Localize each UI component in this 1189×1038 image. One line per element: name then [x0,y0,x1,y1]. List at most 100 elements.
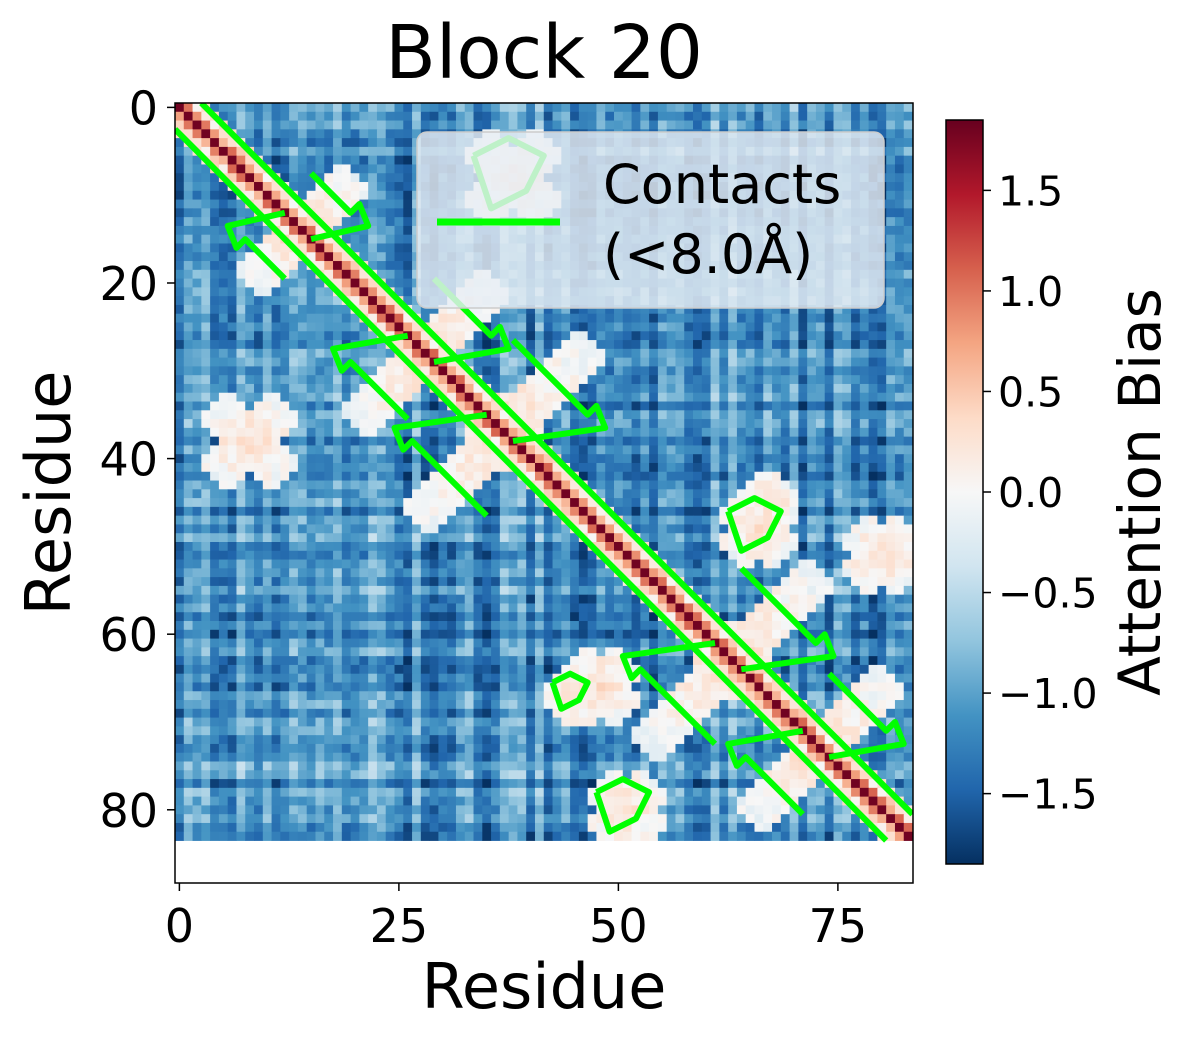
heatmap-cell [473,524,483,534]
heatmap-cell [262,304,272,315]
heatmap-cell [587,577,597,587]
heatmap-cell [482,454,492,464]
heatmap-cell [807,401,817,411]
heatmap-cell [341,146,351,157]
heatmap-cell [710,103,720,113]
heatmap-cell [359,515,369,525]
heatmap-cell [236,585,246,596]
heatmap-cell [201,375,211,385]
heatmap-cell [719,427,729,438]
heatmap-cell [526,585,536,596]
heatmap-cell [420,410,431,420]
heatmap-cell [306,436,316,446]
heatmap-cell [297,621,308,631]
heatmap-cell [254,366,264,376]
heatmap-cell [631,366,641,376]
heatmap-cell [175,199,185,209]
heatmap-cell [289,506,299,517]
heatmap-cell [218,427,229,438]
heatmap-cell [324,269,334,279]
heatmap-cell [271,542,281,552]
heatmap-cell [710,375,720,385]
heatmap-cell [192,164,202,174]
heatmap-cell [183,603,193,613]
heatmap-cell [280,155,290,165]
heatmap-cell [271,392,281,402]
heatmap-cell [851,383,861,394]
heatmap-cell [297,296,308,306]
heatmap-cell [763,111,773,121]
heatmap-cell [666,357,676,367]
heatmap-cell [218,348,229,359]
heatmap-cell [622,436,632,446]
heatmap-cell [280,146,290,157]
heatmap-cell [631,559,641,569]
heatmap-cell [333,243,343,253]
heatmap-cell [859,489,870,499]
heatmap-cell [359,524,369,534]
heatmap-cell [447,559,457,569]
heatmap-cell [578,542,589,552]
heatmap-cell [903,480,913,490]
heatmap-cell [368,287,378,297]
heatmap-cell [280,603,290,613]
heatmap-cell [438,427,448,438]
heatmap-cell [491,375,501,385]
heatmap-cell [534,445,545,455]
heatmap-cell [728,103,738,113]
heatmap-cell [385,348,395,359]
heatmap-cell [640,585,650,596]
heatmap-cell [728,489,738,499]
heatmap-cell [218,164,229,174]
heatmap-cell [517,340,527,350]
heatmap-cell [596,480,606,490]
heatmap-cell [447,568,457,578]
heatmap-cell [578,304,589,315]
heatmap-cell [210,190,220,200]
heatmap-cell [534,550,545,560]
heatmap-cell [903,287,913,297]
heatmap-cell [570,375,580,385]
heatmap-cell [903,419,913,429]
heatmap-cell [175,515,185,525]
heatmap-cell [675,427,685,438]
heatmap-cell [412,542,422,552]
heatmap-cell [271,164,281,174]
heatmap-cell [517,401,527,411]
heatmap-cell [201,524,211,534]
heatmap-cell [701,577,711,587]
heatmap-cell [657,111,668,121]
heatmap-cell [245,322,255,332]
heatmap-cell [271,383,281,394]
heatmap-cell [403,234,413,244]
heatmap-cell [868,348,878,359]
heatmap-cell [534,322,545,332]
heatmap-cell [745,103,755,113]
heatmap-cell [622,515,632,525]
heatmap-cell [675,120,685,130]
heatmap-cell [728,445,738,455]
heatmap-cell [447,436,457,446]
heatmap-cell [631,612,641,622]
heatmap-cell [745,313,755,323]
heatmap-cell [570,515,580,525]
heatmap-cell [877,568,887,578]
heatmap-cell [657,542,668,552]
heatmap-cell [341,480,351,490]
heatmap-cell [754,515,764,525]
heatmap-cell [210,261,220,271]
heatmap-cell [429,322,439,332]
heatmap-cell [368,621,378,631]
heatmap-cell [429,348,439,359]
heatmap-cell [306,383,316,394]
heatmap-cell [693,392,703,402]
heatmap-cell [640,401,650,411]
heatmap-cell [359,199,369,209]
heatmap-cell [763,594,773,604]
heatmap-cell [412,401,422,411]
heatmap-cell [736,348,747,359]
heatmap-cell [728,498,738,508]
heatmap-cell [254,559,264,569]
heatmap-cell [693,375,703,385]
heatmap-cell [245,533,255,543]
